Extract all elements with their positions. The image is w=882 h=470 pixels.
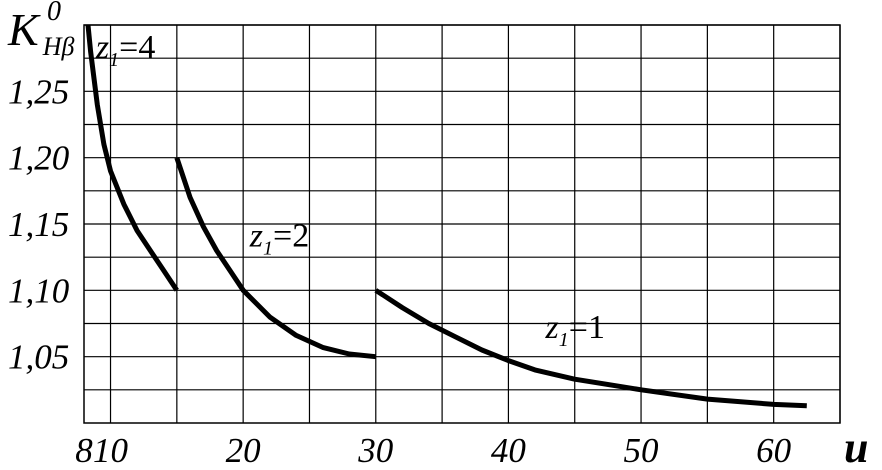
x-tick-label: 40	[491, 431, 527, 470]
series-label: z1=2	[249, 218, 309, 260]
y-tick-labels: 1,05 1,10 1,15 1,20 1,25	[8, 72, 70, 376]
series-line	[174, 156, 377, 360]
x-tick-label: 60	[756, 431, 792, 470]
series-labels: z1=4 z1=2 z1=1	[95, 29, 605, 351]
y-tick-label: 1,20	[8, 139, 70, 178]
series-label: z1=1	[545, 309, 605, 351]
x-tick-label: 50	[624, 431, 660, 470]
y-tick-label: 1,05	[8, 338, 69, 377]
series-lines	[85, 24, 807, 409]
x-tick-label: 8	[75, 431, 93, 470]
y-tick-label: 1,25	[8, 72, 69, 111]
y-tick-label: 1,15	[8, 205, 69, 244]
series-label: z1=4	[95, 29, 155, 71]
y-tick-label: 1,10	[8, 271, 70, 310]
x-tick-label: 10	[93, 431, 129, 470]
y-axis-label-subscript: Hβ	[42, 32, 75, 61]
y-axis-label: K Hβ	[7, 4, 74, 61]
plot-frame	[83, 24, 841, 424]
y-axis-label-main: K	[7, 4, 41, 55]
y-axis-label-superscript: 0	[47, 0, 61, 27]
series-line	[374, 288, 807, 409]
grid	[84, 24, 841, 423]
series-line	[85, 24, 179, 292]
x-tick-labels: 8 10 20 30 40 50 60	[75, 431, 791, 470]
x-axis-label: u	[844, 423, 868, 470]
x-tick-label: 20	[226, 431, 262, 470]
x-tick-label: 30	[357, 431, 394, 470]
